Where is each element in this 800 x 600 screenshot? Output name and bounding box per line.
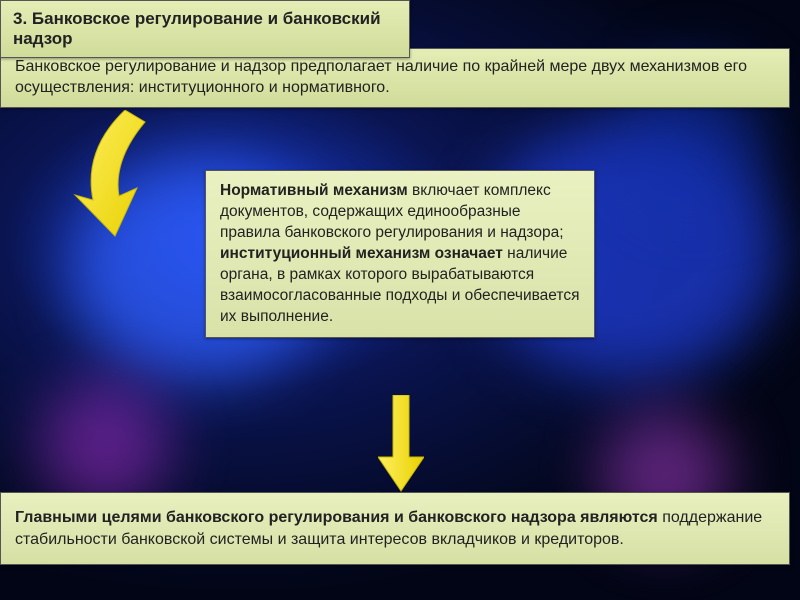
- curved-arrow-icon: [65, 110, 215, 240]
- down-arrow-icon: [378, 395, 424, 493]
- mechanisms-box: Нормативный механизм включает комплекс д…: [205, 170, 595, 338]
- bg-glow: [40, 380, 170, 510]
- institutional-label: институционный механизм означает: [220, 245, 503, 262]
- conclusion-box: Главными целями банковского регулировани…: [0, 492, 790, 565]
- normative-label: Нормативный механизм: [220, 182, 408, 199]
- conclusion-bold: Главными целями банковского регулировани…: [15, 509, 658, 526]
- section-heading: 3. Банковское регулирование и банковский…: [0, 0, 410, 58]
- intro-text: Банковское регулирование и надзор предпо…: [15, 58, 747, 96]
- heading-text: 3. Банковское регулирование и банковский…: [13, 9, 381, 48]
